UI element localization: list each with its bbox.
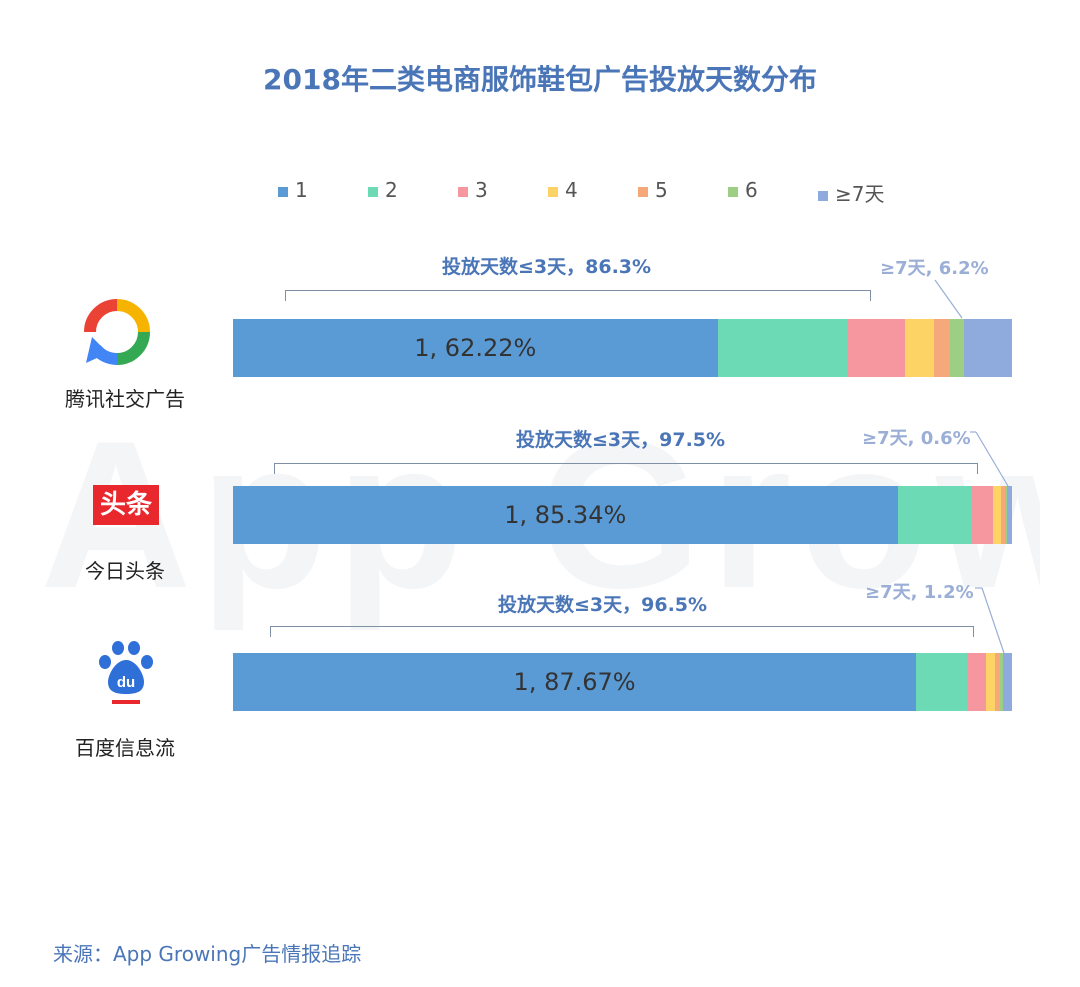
bar-segment [1002, 653, 1012, 711]
platform-tencent: 腾讯社交广告 [40, 295, 210, 415]
tencent-social-ads-logo [84, 299, 150, 366]
bar-segment [985, 653, 996, 711]
svg-text:du: du [117, 674, 135, 691]
tail-label: ≥7天, 6.2% [880, 258, 989, 279]
legend: 1 2 3 4 5 6 ≥7天 [270, 178, 950, 208]
bar-segment [848, 319, 906, 377]
bar-segment [233, 486, 899, 544]
bar-toutiao: 1, 85.34% [233, 486, 1012, 544]
bar-segment [963, 319, 1012, 377]
legend-item: 4 [548, 178, 578, 202]
bar-segment [1004, 486, 1008, 544]
legend-label: ≥7天 [835, 182, 885, 206]
bar-tencent: 1, 62.22% [233, 319, 1012, 377]
bracket-label: 投放天数≤3天，97.5% [516, 429, 726, 451]
legend-label: 6 [745, 178, 758, 202]
legend-swatch [728, 186, 738, 197]
bar-segment [950, 319, 965, 377]
bar-segment [1007, 486, 1012, 544]
segment-label: 1, 87.67% [513, 668, 636, 696]
bracket [270, 626, 974, 637]
bar-segment [970, 486, 994, 544]
source-note: 来源：App Growing广告情报追踪 [53, 942, 362, 966]
bracket-label: 投放天数≤3天，96.5% [498, 594, 708, 616]
bar-segment [905, 319, 935, 377]
legend-swatch [548, 186, 558, 197]
bar-baidu: 1, 87.67% [233, 653, 1012, 711]
legend-item: 6 [728, 178, 758, 202]
bar-segment [992, 486, 1002, 544]
bar-segment [233, 319, 719, 377]
chart-title: 2018年二类电商服饰鞋包广告投放天数分布 [263, 63, 817, 96]
platform-name: 百度信息流 [75, 736, 175, 760]
leader-line [934, 279, 963, 319]
legend-item: 5 [638, 178, 668, 202]
tail-label: ≥7天, 1.2% [865, 582, 974, 603]
legend-swatch [638, 186, 648, 197]
bar-segment [994, 653, 1001, 711]
platform-name: 腾讯社交广告 [65, 387, 185, 411]
legend-label: 4 [565, 178, 578, 202]
platform-baidu: du 百度信息流 [40, 640, 210, 760]
bar-segment [717, 319, 849, 377]
segment-label: 1, 85.34% [504, 501, 627, 529]
legend-item: 1 [278, 178, 308, 202]
legend-label: 5 [655, 178, 668, 202]
bracket [285, 290, 871, 301]
bracket [274, 463, 978, 474]
legend-item: 2 [368, 178, 398, 202]
segment-label: 1, 62.22% [414, 334, 537, 362]
legend-item: ≥7天 [818, 178, 884, 207]
bar-segment [916, 653, 969, 711]
bar-segment [967, 653, 986, 711]
tail-label: ≥7天, 0.6% [862, 428, 971, 449]
legend-swatch [278, 186, 288, 197]
legend-swatch [818, 190, 828, 201]
platform-name: 今日头条 [85, 559, 165, 583]
bar-segment [233, 653, 917, 711]
bar-segment [999, 653, 1004, 711]
bar-segment [1001, 486, 1006, 544]
baidu-paw-logo: du [99, 641, 153, 704]
legend-label: 2 [385, 178, 398, 202]
legend-label: 1 [295, 178, 308, 202]
legend-label: 3 [475, 178, 488, 202]
bracket-label: 投放天数≤3天，86.3% [442, 256, 652, 278]
legend-swatch [458, 186, 468, 197]
bar-segment [934, 319, 951, 377]
bar-segment [897, 486, 972, 544]
legend-swatch [368, 186, 378, 197]
legend-item: 3 [458, 178, 488, 202]
toutiao-logo: 头条 [93, 485, 159, 525]
platform-toutiao: 头条 今日头条 [40, 485, 210, 585]
